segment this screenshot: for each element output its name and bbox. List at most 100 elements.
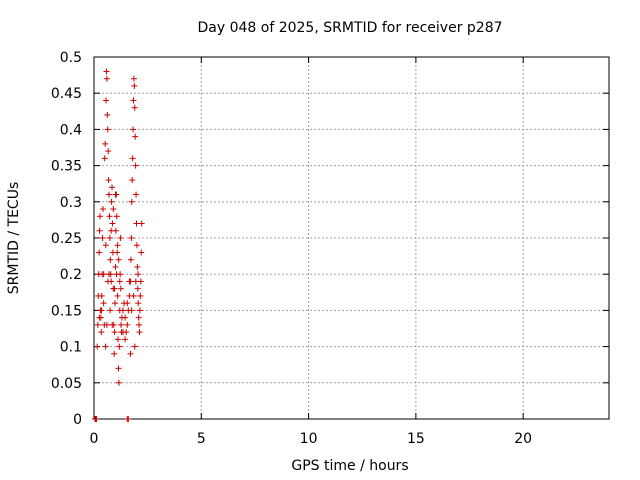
data-point [105, 177, 112, 184]
data-point [100, 300, 107, 307]
data-point [115, 256, 122, 263]
data-point [102, 242, 109, 249]
data-point [113, 213, 120, 220]
data-point [114, 249, 121, 256]
data-point [138, 249, 145, 256]
data-point [106, 271, 113, 278]
y-axis-label: SRMTID / TECUs [6, 182, 22, 295]
data-point [127, 350, 134, 357]
data-point [124, 321, 131, 328]
data-point [103, 321, 110, 328]
x-tick-label: 10 [300, 431, 318, 447]
data-point [101, 155, 108, 162]
data-point [109, 184, 116, 191]
y-tick-label: 0.4 [60, 122, 82, 138]
data-point [134, 263, 141, 270]
x-tick-label: 5 [197, 431, 206, 447]
grid-lines [94, 57, 609, 419]
data-point [98, 307, 105, 314]
data-point [116, 343, 123, 350]
x-tick-label: 0 [90, 431, 99, 447]
data-point [122, 314, 129, 321]
data-point [109, 220, 116, 227]
y-tick-label: 0.5 [60, 50, 82, 66]
y-tick-label: 0.15 [51, 303, 82, 319]
data-point [135, 314, 142, 321]
data-point [96, 314, 103, 321]
y-tick-label: 0.3 [60, 195, 82, 211]
data-points [92, 68, 145, 422]
data-point [125, 416, 132, 422]
data-point [104, 111, 111, 118]
data-point [136, 321, 143, 328]
data-point [103, 75, 110, 82]
data-point [117, 285, 124, 292]
data-point [98, 292, 105, 299]
data-point [103, 68, 110, 75]
data-point [111, 350, 118, 357]
data-point [134, 285, 141, 292]
data-point [115, 336, 122, 343]
x-axis-label: GPS time / hours [291, 458, 408, 474]
x-tick-label: 15 [407, 431, 425, 447]
data-point [115, 379, 122, 386]
data-point [112, 263, 119, 270]
data-point [111, 285, 118, 292]
data-point [116, 278, 123, 285]
data-point [102, 140, 109, 147]
data-point [128, 307, 135, 314]
data-point [115, 365, 122, 372]
y-tick-label: 0.45 [51, 86, 82, 102]
y-tick-label: 0.25 [51, 231, 82, 247]
data-point [126, 278, 133, 285]
data-point [93, 416, 100, 422]
data-point [94, 321, 101, 328]
data-point [108, 198, 115, 205]
data-point [114, 292, 121, 299]
data-point [135, 300, 142, 307]
data-point [106, 235, 113, 241]
data-point [132, 133, 139, 140]
data-point [118, 321, 125, 328]
data-point [137, 292, 144, 299]
data-point [129, 177, 136, 184]
data-point [130, 97, 137, 104]
data-point [136, 329, 143, 336]
data-point [117, 235, 124, 241]
data-point [106, 191, 113, 198]
data-point [128, 235, 135, 241]
data-point [107, 256, 114, 263]
data-point [138, 220, 145, 227]
data-point [114, 242, 121, 249]
data-point [108, 227, 115, 234]
data-point [100, 206, 107, 213]
data-point [107, 307, 114, 314]
data-point [136, 307, 143, 314]
data-point [131, 104, 138, 111]
x-tick-label: 20 [514, 431, 532, 447]
data-point [131, 82, 138, 89]
data-point [119, 307, 126, 314]
data-point [130, 292, 137, 299]
data-point [132, 162, 139, 169]
data-point [119, 329, 126, 336]
data-point [112, 191, 119, 198]
data-point [99, 235, 106, 241]
data-point [94, 343, 101, 350]
data-point [104, 278, 111, 285]
data-point [100, 271, 107, 278]
data-point [96, 227, 103, 234]
data-point [132, 278, 139, 285]
data-point [105, 148, 112, 155]
data-point [133, 191, 140, 198]
data-point [103, 97, 110, 104]
data-point [102, 343, 109, 350]
y-tick-label: 0.1 [60, 340, 82, 356]
data-point [131, 343, 138, 350]
data-point [133, 242, 140, 249]
data-point [124, 300, 131, 307]
y-tick-label: 0 [73, 412, 82, 428]
data-point [97, 213, 104, 220]
data-point [134, 271, 141, 278]
data-point [112, 300, 119, 307]
